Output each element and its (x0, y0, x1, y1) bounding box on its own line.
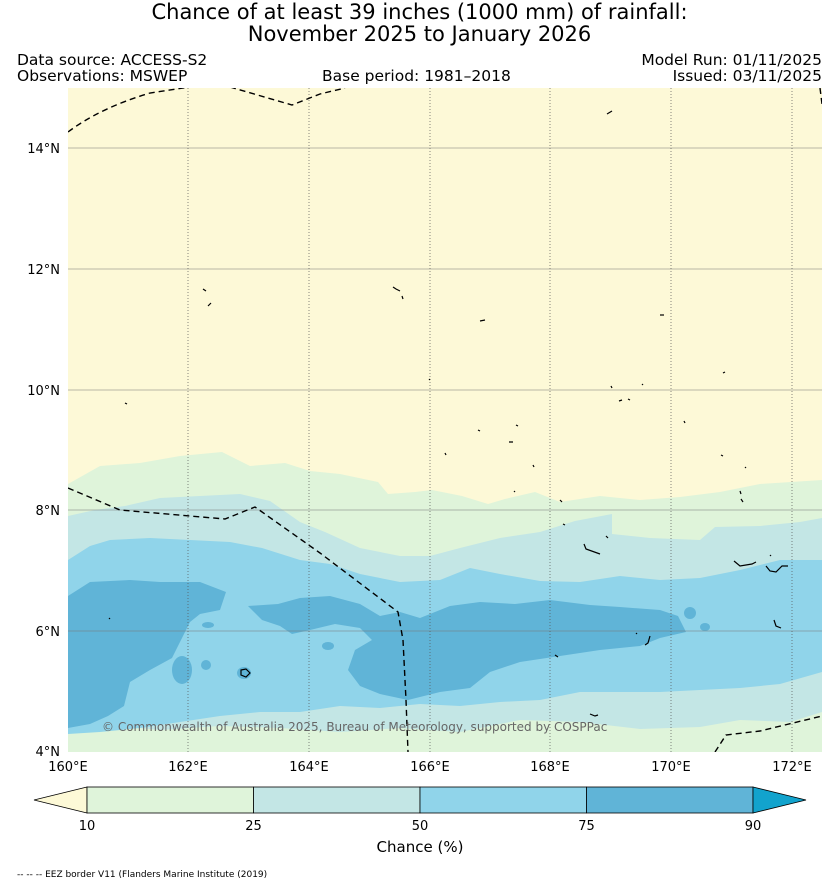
observations: Observations: MSWEP (17, 67, 188, 85)
blob-2 (201, 660, 211, 670)
lon-label-170e: 170°E (651, 760, 691, 775)
colorbar-under-arrow (33, 786, 88, 814)
lat-label-10n: 10°N (27, 384, 60, 399)
blob-1 (172, 656, 192, 684)
colorbar-tick-90: 90 (745, 819, 762, 834)
lon-label-172e: 172°E (772, 760, 812, 775)
eez-footnote: -- -- -- EEZ border V11 (Flanders Marine… (17, 870, 267, 880)
eez-border (68, 88, 822, 752)
lon-label-168e: 168°E (530, 760, 570, 775)
blob-7 (700, 623, 710, 631)
latitude-labels: 14°N 12°N 10°N 8°N 6°N 4°N (27, 142, 60, 760)
colorbar-ticks: 10 25 50 75 90 (79, 819, 762, 834)
colorbar-tick-50: 50 (412, 819, 429, 834)
title-line-2: November 2025 to January 2026 (247, 22, 592, 46)
colorbar-segment-10-25 (86, 786, 254, 814)
blob-5 (202, 622, 214, 628)
lon-label-166e: 166°E (410, 760, 450, 775)
blob-4 (322, 642, 334, 650)
colorbar (33, 786, 807, 814)
band-75-90-central (248, 596, 686, 700)
islands (108, 110, 788, 717)
graticule (68, 147, 822, 632)
colorbar-segment-50-75 (419, 786, 587, 814)
data-source: Data source: ACCESS-S2 (17, 51, 208, 69)
model-run: Model Run: 01/11/2025 (641, 51, 822, 69)
title-line-1: Chance of at least 39 inches (1000 mm) o… (151, 0, 688, 24)
lon-label-162e: 162°E (168, 760, 208, 775)
colorbar-tick-75: 75 (578, 819, 595, 834)
colorbar-segment-75-90 (586, 786, 754, 814)
colorbar-over-arrow (752, 786, 807, 814)
issued-date: Issued: 03/11/2025 (672, 67, 822, 85)
lat-label-6n: 6°N (36, 625, 61, 640)
lat-label-4n: 4°N (36, 745, 61, 760)
probability-map (68, 88, 822, 752)
base-period: Base period: 1981–2018 (322, 67, 511, 85)
lat-label-8n: 8°N (36, 504, 61, 519)
lat-label-12n: 12°N (27, 263, 60, 278)
copyright-notice: © Commonwealth of Australia 2025, Bureau… (102, 720, 607, 734)
colorbar-label: Chance (%) (377, 838, 464, 856)
colorbar-tick-10: 10 (79, 819, 96, 834)
longitude-labels: 160°E 162°E 164°E 166°E 168°E 170°E 172°… (48, 760, 812, 775)
blob-8 (800, 660, 816, 668)
colorbar-segment-25-50 (253, 786, 421, 814)
blob-6 (684, 607, 696, 619)
band-75-90-west (68, 580, 226, 728)
colorbar-tick-25: 25 (245, 819, 262, 834)
lon-label-160e: 160°E (48, 760, 88, 775)
lon-label-164e: 164°E (289, 760, 329, 775)
lat-label-14n: 14°N (27, 142, 60, 157)
